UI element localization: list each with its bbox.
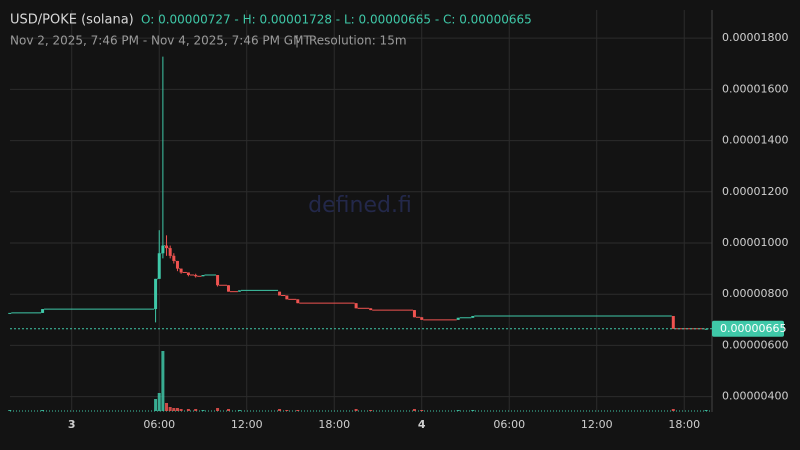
plot — [8, 10, 712, 412]
candle-body — [175, 260, 179, 269]
volume-bar — [216, 408, 220, 411]
x-tick-label: 18:00 — [318, 418, 350, 431]
candle-body — [186, 272, 190, 276]
volume-bar — [8, 410, 12, 411]
candle-body — [157, 253, 161, 279]
x-tick-label: 12:00 — [581, 418, 613, 431]
volume-bar — [194, 409, 198, 411]
y-tick-label: 0.00001000 — [722, 236, 788, 249]
candle-body — [154, 278, 158, 310]
watermark: defined.fi — [308, 193, 412, 218]
volume-bar — [369, 410, 373, 411]
candle-body — [369, 308, 373, 311]
candle-body — [412, 310, 416, 318]
candle-body — [456, 317, 460, 320]
y-tick-label: 0.00000600 — [722, 338, 788, 351]
candle-body — [237, 290, 241, 292]
y-tick-label: 0.00001800 — [722, 31, 788, 44]
volume-bar — [154, 399, 158, 411]
volume-bar — [201, 410, 205, 411]
candle-body — [168, 248, 172, 256]
candle-body — [216, 275, 220, 286]
resolution: Resolution: 15m — [309, 34, 407, 48]
volume-bar — [671, 409, 675, 411]
y-tick-label: 0.00000400 — [722, 390, 788, 403]
y-tick-label: 0.00001400 — [722, 134, 788, 147]
candle-body — [179, 268, 183, 273]
x-tick-label: 12:00 — [231, 418, 263, 431]
candle-body — [172, 255, 176, 261]
volume-bar — [237, 410, 241, 411]
candle-body — [161, 245, 165, 254]
candle-body — [671, 315, 675, 329]
candle-body — [8, 312, 12, 314]
volume-bar — [227, 409, 231, 411]
volume-bar — [161, 351, 165, 411]
last-price-label: 0.00000665 — [720, 322, 786, 335]
volume-bar — [412, 409, 416, 411]
volume-bar — [704, 410, 708, 411]
y-tick-label: 0.00001600 — [722, 82, 788, 95]
x-tick-label: 06:00 — [143, 418, 175, 431]
volume-bar — [175, 408, 179, 411]
chart-title: USD/POKE (solana) — [10, 13, 134, 28]
y-tick-label: 0.00001200 — [722, 185, 788, 198]
last-price-tag — [712, 320, 784, 337]
x-tick-label: 3 — [68, 418, 76, 431]
y-tick-label: 0.00000800 — [722, 287, 788, 300]
candle-body — [41, 309, 45, 313]
candle-body — [285, 295, 289, 300]
volume-bar — [296, 410, 300, 411]
candle-body — [296, 299, 300, 304]
x-tick-label: 4 — [418, 418, 426, 431]
volume-bar — [168, 407, 172, 411]
volume-bar — [179, 409, 183, 411]
x-tick-label: 18:00 — [668, 418, 700, 431]
volume-bar — [186, 409, 190, 411]
candle-body — [354, 303, 358, 309]
candle-body — [420, 317, 424, 320]
candle-body — [471, 315, 475, 318]
volume-bar — [278, 409, 282, 411]
candle-body — [194, 275, 198, 277]
volume-bar — [354, 409, 358, 411]
ohlc-summary: O: 0.00000727 - H: 0.00001728 - L: 0.000… — [141, 13, 532, 27]
x-tick-label: 06:00 — [493, 418, 525, 431]
volume-bar — [420, 410, 424, 411]
volume-bar — [471, 410, 475, 411]
volume-bar — [172, 408, 176, 411]
volume-bar — [41, 410, 45, 411]
candle-body — [201, 275, 205, 277]
date-range: Nov 2, 2025, 7:46 PM - Nov 4, 2025, 7:46… — [10, 34, 311, 48]
candle-body — [278, 291, 282, 296]
volume-bar — [456, 410, 460, 411]
volume-bar — [157, 393, 161, 411]
volume-bar — [285, 410, 289, 411]
volume-bar — [165, 403, 169, 411]
candle-body — [165, 245, 169, 249]
candle-body — [227, 285, 231, 292]
separator: | — [295, 34, 299, 48]
